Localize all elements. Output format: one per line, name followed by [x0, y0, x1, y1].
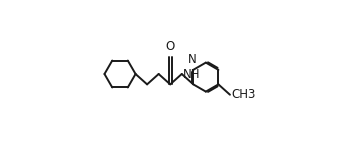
Text: O: O — [166, 40, 175, 53]
Text: CH3: CH3 — [231, 88, 256, 101]
Text: N: N — [188, 53, 197, 66]
Text: NH: NH — [183, 68, 200, 81]
